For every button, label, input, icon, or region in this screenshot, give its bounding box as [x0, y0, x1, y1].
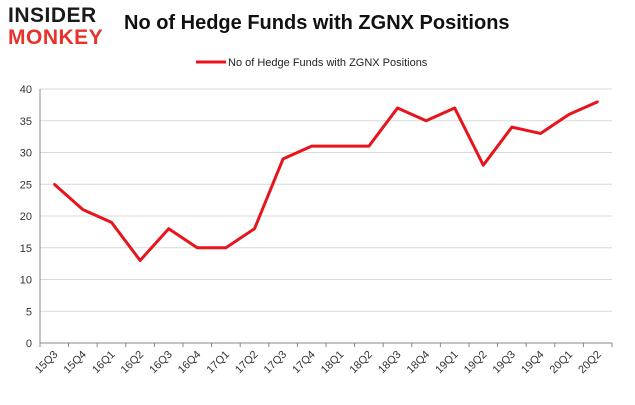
- x-tick-label: 18Q1: [319, 349, 347, 377]
- x-tick-label: 19Q4: [519, 349, 547, 377]
- y-tick-label: 35: [20, 116, 32, 128]
- data-point: [53, 183, 56, 186]
- x-tick-label: 16Q4: [176, 349, 204, 377]
- data-point: [339, 144, 342, 148]
- x-tick-label: 20Q1: [548, 349, 576, 377]
- y-tick-label: 30: [20, 148, 32, 160]
- data-point: [81, 208, 85, 211]
- data-point: [510, 125, 514, 129]
- y-tick-label: 25: [20, 179, 32, 191]
- x-tick-label: 15Q4: [61, 349, 89, 377]
- x-tick-label: 19Q1: [433, 349, 461, 377]
- x-tick-label: 16Q2: [119, 349, 147, 377]
- logo-line-2: MONKEY: [8, 26, 104, 49]
- x-tick-label: 20Q2: [576, 349, 604, 377]
- x-tick-label: 19Q2: [462, 349, 490, 377]
- y-tick-label: 0: [26, 338, 32, 350]
- x-tick-label: 15Q3: [33, 349, 61, 377]
- series-line: [53, 100, 599, 262]
- logo-line-1: INSIDER: [8, 4, 97, 27]
- y-tick-label: 15: [20, 243, 32, 255]
- x-tick-label: 18Q3: [376, 349, 404, 377]
- series-layer: [53, 100, 599, 262]
- x-tick-label: 17Q4: [290, 349, 318, 377]
- legend-label: No of Hedge Funds with ZGNX Positions: [228, 57, 428, 69]
- data-point: [396, 106, 399, 110]
- data-point: [224, 246, 228, 249]
- y-tick-label: 5: [26, 306, 32, 318]
- data-point: [167, 227, 170, 230]
- x-tick-label: 17Q1: [204, 349, 232, 377]
- x-tick-label: 18Q4: [405, 349, 433, 377]
- data-point: [367, 144, 371, 148]
- y-tick-label: 10: [20, 275, 32, 287]
- data-point: [567, 113, 571, 116]
- grid-layer: [40, 88, 612, 344]
- data-point: [453, 106, 456, 110]
- data-point: [539, 132, 542, 135]
- legend: No of Hedge Funds with ZGNX Positions: [196, 57, 428, 69]
- y-tick-label: 40: [20, 84, 32, 96]
- chart-title: No of Hedge Funds with ZGNX Positions: [124, 12, 510, 34]
- insider-monkey-logo: INSIDER MONKEY: [6, 4, 116, 50]
- data-point: [110, 221, 113, 224]
- data-point: [310, 144, 313, 148]
- data-point: [281, 157, 285, 161]
- axis-layer: 0 5 10 15 20 25 30 35 40 15Q3 15Q4 16Q1 16Q2 16Q3 16Q4…: [20, 84, 613, 377]
- x-tick-label: 19Q3: [490, 349, 518, 377]
- x-tick-label: 16Q1: [90, 349, 118, 377]
- data-point: [253, 227, 256, 230]
- x-tick-label: 16Q3: [147, 349, 175, 377]
- data-point: [138, 259, 142, 262]
- data-point: [424, 119, 428, 122]
- x-tick-label: 17Q3: [262, 349, 290, 377]
- x-tick-label: 18Q2: [347, 349, 375, 377]
- data-point: [596, 100, 599, 103]
- data-point: [196, 246, 199, 249]
- data-point: [482, 164, 485, 167]
- y-tick-label: 20: [20, 211, 32, 223]
- x-tick-label: 17Q2: [233, 349, 261, 377]
